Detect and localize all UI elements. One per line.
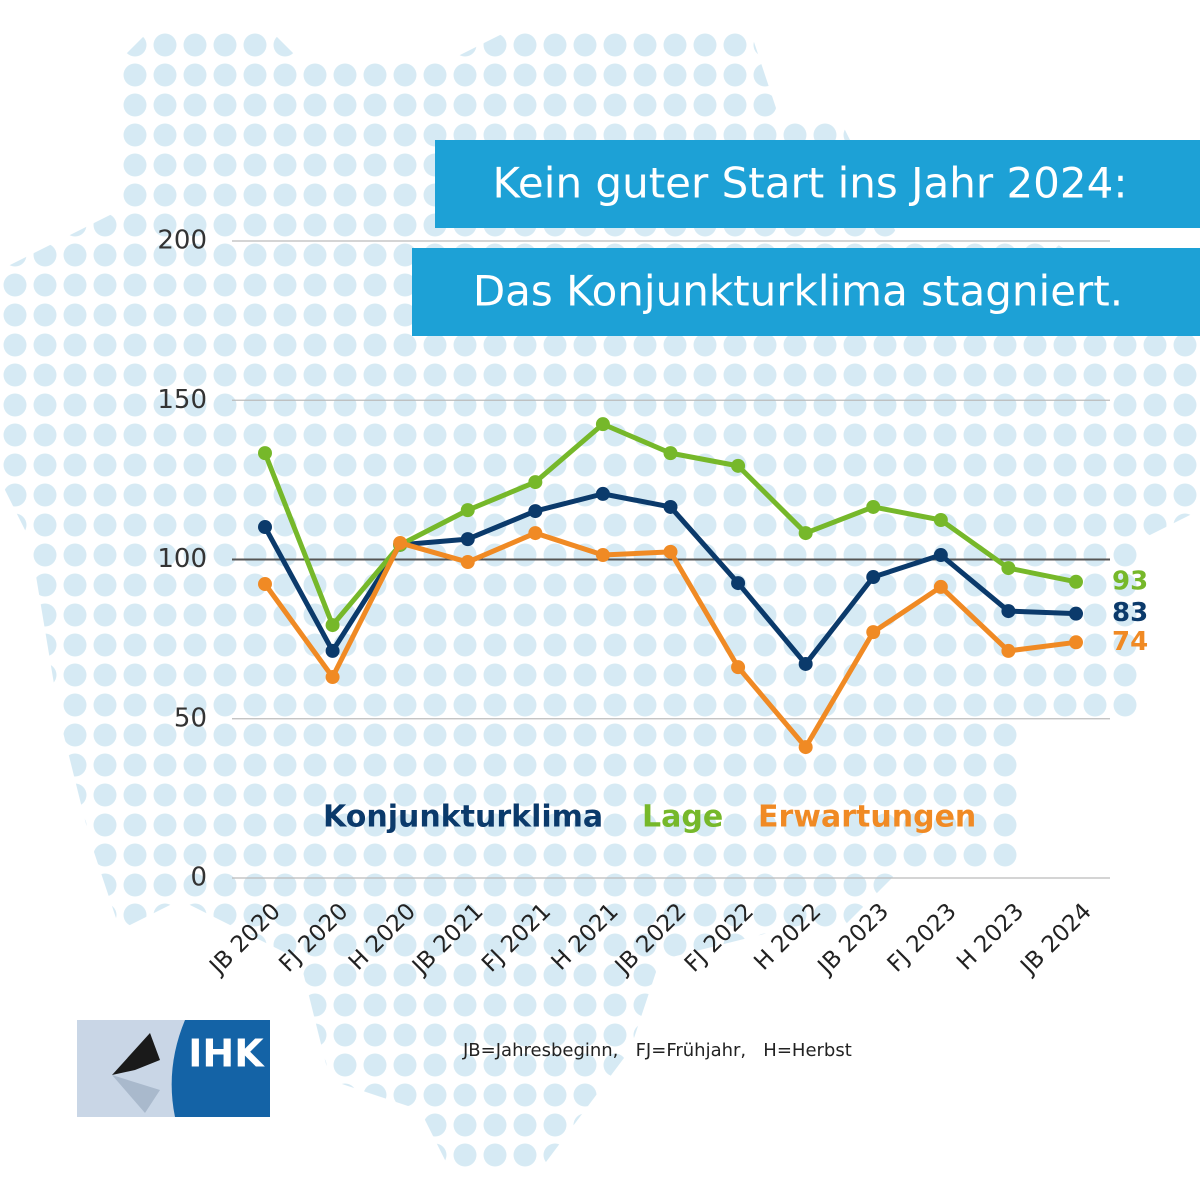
- legend-entry: Lage: [642, 800, 723, 835]
- point: [595, 417, 610, 432]
- point: [325, 618, 340, 633]
- y-tick-label: 50: [174, 703, 207, 733]
- point: [731, 576, 746, 591]
- end-label: 74: [1112, 627, 1148, 657]
- x-tick-label: FJ 2023: [883, 898, 962, 977]
- point: [933, 579, 948, 594]
- chart-subtitle: Das Konjunkturklima stagniert.: [473, 267, 1123, 316]
- point: [731, 458, 746, 473]
- point: [798, 740, 813, 755]
- y-tick-label: 100: [157, 544, 207, 574]
- point: [528, 475, 543, 490]
- point: [258, 520, 272, 535]
- point: [460, 503, 475, 518]
- logo-text: IHK: [188, 1032, 265, 1076]
- point: [1069, 606, 1083, 621]
- point: [460, 555, 475, 570]
- point: [258, 577, 272, 592]
- chart-title: Kein guter Start ins Jahr 2024:: [492, 159, 1127, 208]
- footnote: JB=Jahresbeginn, FJ=Frühjahr, H=Herbst: [462, 1040, 852, 1061]
- x-tick-label: JB 2024: [1015, 898, 1097, 980]
- y-tick-label: 150: [157, 385, 207, 415]
- end-label: 93: [1112, 566, 1148, 596]
- point: [933, 513, 948, 528]
- legend-entry: Erwartungen: [758, 800, 976, 835]
- point: [1069, 635, 1083, 650]
- point: [663, 446, 678, 461]
- point: [528, 504, 543, 519]
- point: [866, 625, 881, 640]
- point: [325, 643, 340, 658]
- point: [798, 656, 813, 671]
- point: [663, 499, 678, 514]
- point: [1001, 604, 1016, 619]
- point: [1069, 574, 1083, 589]
- point: [731, 660, 746, 675]
- legend-entry: Konjunkturklima: [323, 800, 603, 835]
- logo: IHK: [77, 1020, 270, 1117]
- point: [663, 544, 678, 559]
- title-box: [435, 140, 1200, 228]
- point: [595, 548, 610, 563]
- point: [1001, 643, 1016, 658]
- point: [460, 532, 475, 547]
- point: [866, 570, 881, 585]
- subtitle-box: [412, 248, 1200, 336]
- point: [258, 446, 272, 461]
- point: [933, 548, 948, 563]
- point: [528, 526, 543, 541]
- y-tick-label: 200: [157, 226, 207, 256]
- point: [325, 670, 340, 685]
- point: [393, 535, 408, 550]
- point: [866, 499, 881, 514]
- y-tick-label: 0: [190, 863, 207, 893]
- point: [595, 486, 610, 501]
- end-label: 83: [1112, 598, 1148, 628]
- point: [1001, 561, 1016, 576]
- point: [798, 526, 813, 541]
